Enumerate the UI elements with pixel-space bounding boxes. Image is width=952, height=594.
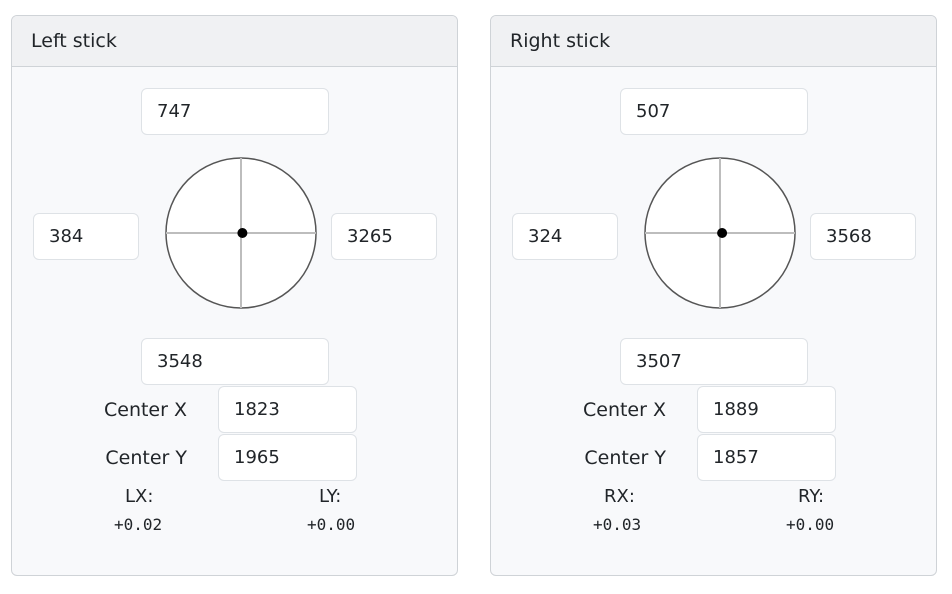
stick-position-dot	[717, 228, 728, 238]
ry-label: RY:	[798, 486, 825, 507]
right-center-y-input[interactable]	[697, 434, 836, 481]
rx-label: RX:	[604, 486, 635, 507]
rx-value: +0.03	[593, 515, 642, 534]
ly-label: LY:	[319, 486, 342, 507]
left-stick-visualizer	[165, 157, 317, 309]
right-stick-top-input[interactable]	[620, 88, 808, 135]
left-center-y-input[interactable]	[218, 434, 357, 481]
left-stick-bottom-input[interactable]	[141, 338, 329, 385]
lx-label: LX:	[125, 486, 154, 507]
stick-position-dot	[237, 228, 248, 238]
left-stick-top-input[interactable]	[141, 88, 329, 135]
right-stick-left-input[interactable]	[512, 213, 618, 260]
right-stick-title: Right stick	[491, 16, 936, 67]
right-stick-bottom-input[interactable]	[620, 338, 808, 385]
left-center-x-label: Center X	[103, 399, 187, 421]
left-center-y-label: Center Y	[105, 447, 187, 469]
right-stick-visualizer	[644, 157, 796, 309]
left-stick-panel: Left stick Center X Center Y LX: +0.02 L…	[11, 15, 458, 576]
right-center-y-label: Center Y	[584, 447, 666, 469]
left-stick-title: Left stick	[12, 16, 457, 67]
left-stick-right-input[interactable]	[331, 213, 437, 260]
left-stick-left-input[interactable]	[33, 213, 139, 260]
ly-value: +0.00	[307, 515, 356, 534]
left-center-x-input[interactable]	[218, 386, 357, 433]
right-center-x-label: Center X	[582, 399, 666, 421]
right-stick-panel: Right stick Center X Center Y RX: +0.03 …	[490, 15, 937, 576]
right-center-x-input[interactable]	[697, 386, 836, 433]
right-stick-right-input[interactable]	[810, 213, 916, 260]
lx-value: +0.02	[114, 515, 163, 534]
ry-value: +0.00	[786, 515, 835, 534]
